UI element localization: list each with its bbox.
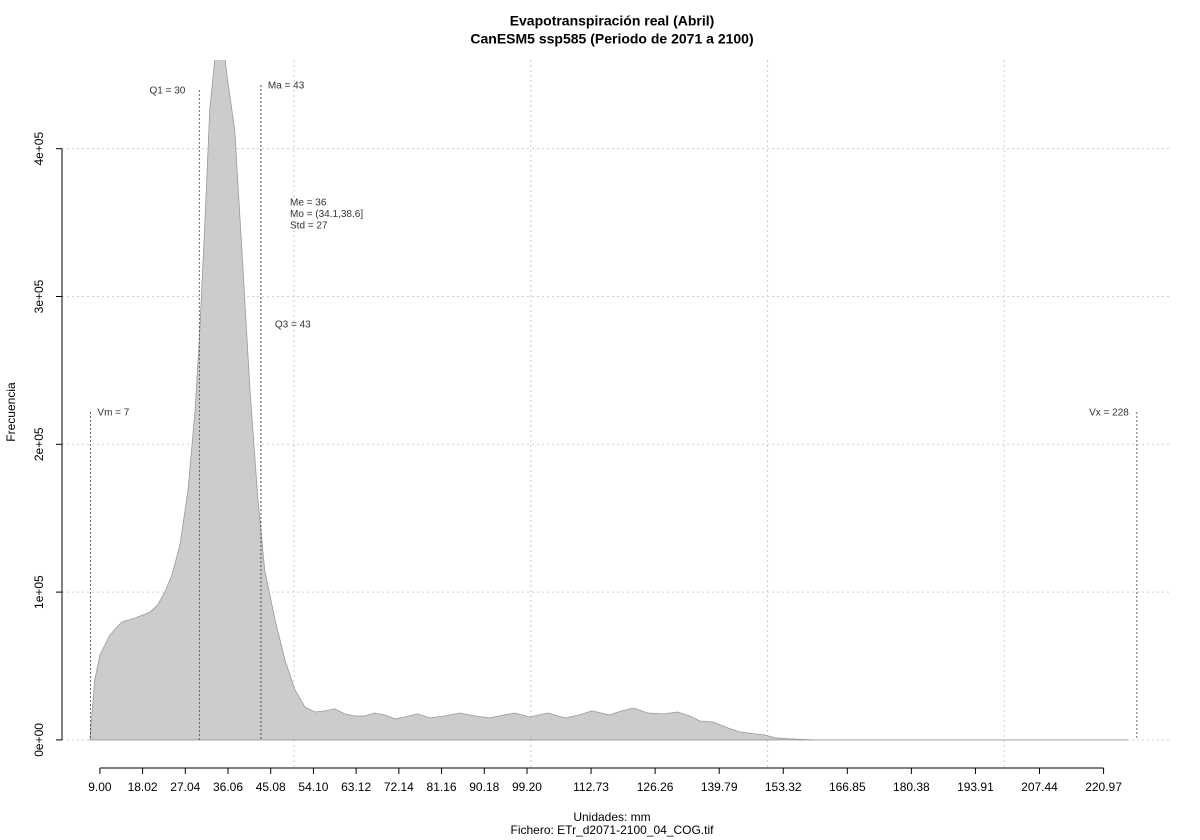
x-axis-label: Unidades: mm	[573, 810, 650, 824]
y-tick-label: 1e+05	[32, 575, 46, 609]
x-tick-label: 81.16	[427, 780, 457, 794]
stat-label: Std = 27	[290, 221, 328, 232]
x-tick-label: 126.26	[637, 780, 674, 794]
marker-label: Vm = 7	[97, 408, 129, 419]
x-tick-label: 166.85	[829, 780, 866, 794]
x-tick-label: 63.12	[341, 780, 371, 794]
y-tick-label: 4e+05	[32, 132, 46, 166]
stat-label: Me = 36	[290, 198, 327, 209]
x-tick-label: 220.97	[1085, 780, 1122, 794]
marker-label: Ma = 43	[268, 81, 305, 92]
y-tick-label: 0e+00	[32, 723, 46, 757]
y-tick-label: 3e+05	[32, 279, 46, 313]
x-tick-label: 45.08	[256, 780, 286, 794]
x-tick-label: 90.18	[469, 780, 499, 794]
stat-label: Mo = (34.1,38.6]	[290, 209, 363, 220]
chart-title: Evapotranspiración real (Abril)	[510, 13, 715, 29]
plot-area	[89, 60, 1128, 741]
x-tick-label: 27.04	[170, 780, 200, 794]
x-tick-label: 9.00	[88, 780, 112, 794]
marker-label: Q1 = 30	[149, 86, 185, 97]
x-tick-label: 139.79	[701, 780, 738, 794]
x-tick-label: 18.02	[128, 780, 158, 794]
x-tick-label: 72.14	[384, 780, 414, 794]
x-tick-label: 99.20	[512, 780, 542, 794]
x-tick-label: 193.91	[957, 780, 994, 794]
x-tick-label: 54.10	[298, 780, 328, 794]
x-tick-label: 180.38	[893, 780, 930, 794]
y-axis-label: Frecuencia	[4, 382, 18, 442]
y-tick-label: 2e+05	[32, 427, 46, 461]
x-tick-label: 36.06	[213, 780, 243, 794]
chart-subtitle: CanESM5 ssp585 (Periodo de 2071 a 2100)	[470, 31, 753, 47]
x-tick-label: 112.73	[573, 780, 609, 794]
x-tick-label: 153.32	[765, 780, 802, 794]
x-tick-label: 207.44	[1021, 780, 1058, 794]
marker-label: Vx = 228	[1089, 408, 1129, 419]
caption: Fichero: ETr_d2071-2100_04_COG.tif	[511, 823, 715, 837]
marker-label: Q3 = 43	[275, 320, 311, 331]
density-area	[89, 60, 1128, 741]
